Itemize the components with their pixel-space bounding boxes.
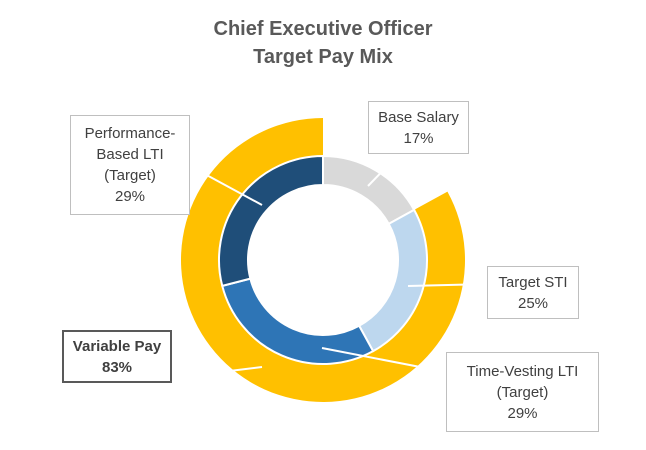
label-target-sti: Target STI 25% xyxy=(487,266,579,319)
leader-line-base-salary xyxy=(367,154,399,187)
slice-inner-performance-based-lti-target xyxy=(218,154,324,288)
label-time-vesting-lti: Time-Vesting LTI (Target) 29% xyxy=(446,352,599,432)
leader-line-time-vesting xyxy=(321,347,447,373)
label-performance-based-lti: Performance- Based LTI (Target) 29% xyxy=(70,115,190,215)
leader-line-variable-pay xyxy=(171,366,263,379)
leader-line-target-sti xyxy=(407,283,489,287)
chart-title: Chief Executive Officer xyxy=(213,18,433,40)
chart-subtitle: Target Pay Mix xyxy=(253,46,393,68)
label-base-salary: Base Salary 17% xyxy=(368,101,469,154)
label-variable-pay: Variable Pay 83% xyxy=(62,330,172,383)
leader-line-performance xyxy=(189,165,263,206)
slice-outer-base-salary xyxy=(323,118,448,210)
